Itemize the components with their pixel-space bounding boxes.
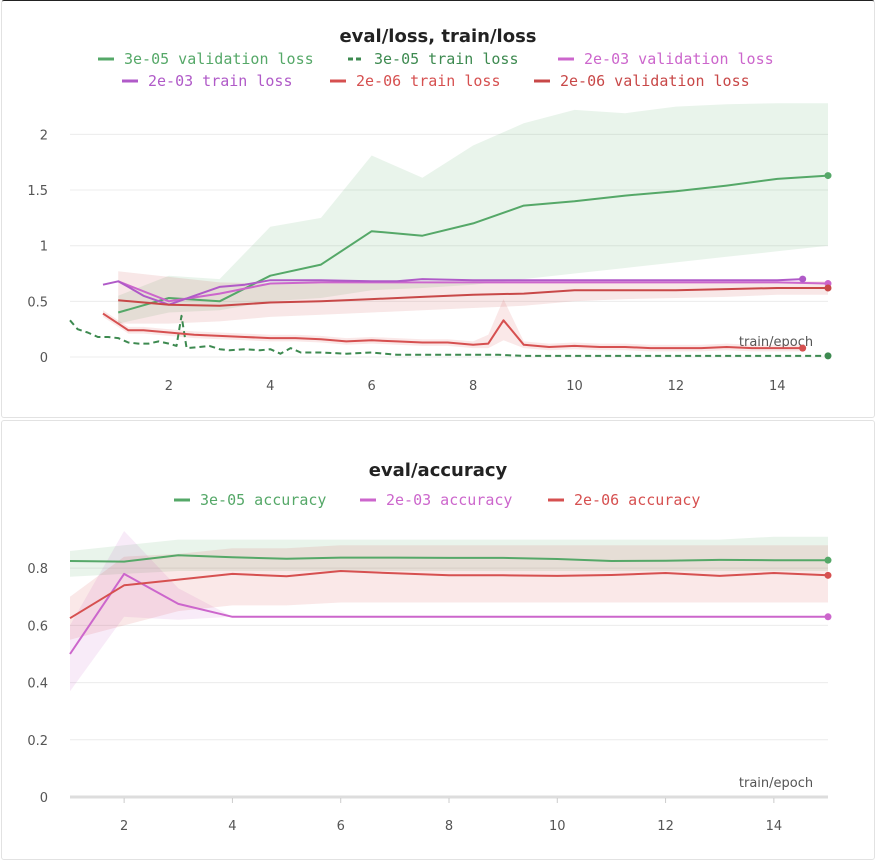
acc-x-tick-label: 6 xyxy=(337,819,345,834)
loss-x-tick-label: 6 xyxy=(368,379,376,394)
3e-05-accuracy-line xyxy=(69,554,828,563)
legend-item-2e-06-accuracy[interactable]: 2e-06 accuracy xyxy=(574,491,700,509)
acc-y-tick-label: 0.2 xyxy=(27,734,48,749)
loss-chart-panel: eval/loss, train/loss 0 0.5 1 1.5 2 2 4 6 8 10 12 14… xyxy=(1,0,875,418)
loss-y-tick-label: 0 xyxy=(40,351,48,366)
accuracy-chart-panel: eval/accuracy 0 0.2 0.4 0.6 0.8 2 4 6 8 10 12 14 trai… xyxy=(1,420,875,860)
loss-chart: eval/loss, train/loss 0 0.5 1 1.5 2 2 4 6 8 10 12 14… xyxy=(27,26,832,394)
2e-03-train-loss-end-point xyxy=(799,275,807,283)
2e-06-accuracy-end-point xyxy=(824,571,832,579)
3e-05-validation-loss-line xyxy=(117,174,829,314)
loss-x-tick-label: 2 xyxy=(165,379,173,394)
3e-05-train-loss-line xyxy=(69,314,828,357)
acc-chart-title: eval/accuracy xyxy=(369,460,508,481)
3e-05-accuracy-band xyxy=(70,536,828,577)
2e-03-accuracy-line xyxy=(69,572,828,655)
legend-item-2e-03-train-loss[interactable]: 2e-03 train loss xyxy=(148,72,293,90)
loss-x-tick-label: 14 xyxy=(769,379,786,394)
loss-y-tick-label: 2 xyxy=(40,128,48,143)
loss-y-tick-label: 1.5 xyxy=(27,184,48,199)
3e-05-accuracy-end-point xyxy=(824,556,832,564)
3e-05-train-loss-end-point xyxy=(824,352,832,360)
2e-06-train-loss-line xyxy=(102,312,803,350)
legend-item-2e-06-train-loss[interactable]: 2e-06 train loss xyxy=(356,72,501,90)
acc-y-tick-label: 0 xyxy=(40,791,48,806)
legend-item-2e-03-accuracy[interactable]: 2e-03 accuracy xyxy=(386,491,512,509)
loss-x-tick-label: 10 xyxy=(566,379,583,394)
3e-05-validation-loss-end-point xyxy=(824,172,832,180)
legend-item-3e-05-accuracy[interactable]: 3e-05 accuracy xyxy=(200,491,326,509)
2e-06-accuracy-band xyxy=(70,545,828,640)
acc-x-tick-label: 10 xyxy=(549,819,566,834)
accuracy-chart: eval/accuracy 0 0.2 0.4 0.6 0.8 2 4 6 8 10 12 14 trai… xyxy=(27,460,832,834)
2e-06-validation-loss-end-point xyxy=(824,284,832,292)
loss-x-axis-label: train/epoch xyxy=(739,335,813,350)
loss-x-tick-label: 12 xyxy=(668,379,685,394)
loss-chart-title: eval/loss, train/loss xyxy=(339,26,536,47)
2e-03-accuracy-band xyxy=(70,531,828,692)
loss-x-tick-label: 4 xyxy=(266,379,274,394)
legend-item-3e-05-train-loss[interactable]: 3e-05 train loss xyxy=(374,50,519,68)
2e-03-train-loss-line xyxy=(102,278,803,306)
2e-03-validation-loss-line xyxy=(117,280,829,303)
legend-item-3e-05-validation-loss[interactable]: 3e-05 validation loss xyxy=(124,50,314,68)
acc-x-tick-label: 14 xyxy=(766,819,783,834)
acc-y-tick-label: 0.6 xyxy=(27,619,48,634)
acc-y-tick-label: 0.8 xyxy=(27,562,48,577)
2e-06-validation-loss-line xyxy=(118,287,828,307)
2e-03-accuracy-end-point xyxy=(824,613,832,621)
legend-item-2e-06-validation-loss[interactable]: 2e-06 validation loss xyxy=(560,72,750,90)
legend-item-2e-03-validation-loss[interactable]: 2e-03 validation loss xyxy=(584,50,774,68)
loss-y-tick-label: 1 xyxy=(40,240,48,255)
acc-x-tick-label: 12 xyxy=(657,819,674,834)
acc-x-axis-label: train/epoch xyxy=(739,776,813,791)
acc-x-tick-label: 2 xyxy=(120,819,128,834)
loss-y-tick-label: 0.5 xyxy=(27,295,48,310)
acc-x-tick-label: 8 xyxy=(445,819,453,834)
2e-06-validation-loss-band xyxy=(118,271,828,324)
acc-y-tick-label: 0.4 xyxy=(27,677,48,692)
2e-06-train-loss-end-point xyxy=(799,344,807,352)
acc-x-tick-label: 4 xyxy=(228,819,236,834)
loss-x-tick-label: 8 xyxy=(469,379,477,394)
3e-05-validation-loss-band xyxy=(118,103,828,324)
2e-06-accuracy-line xyxy=(69,570,829,620)
